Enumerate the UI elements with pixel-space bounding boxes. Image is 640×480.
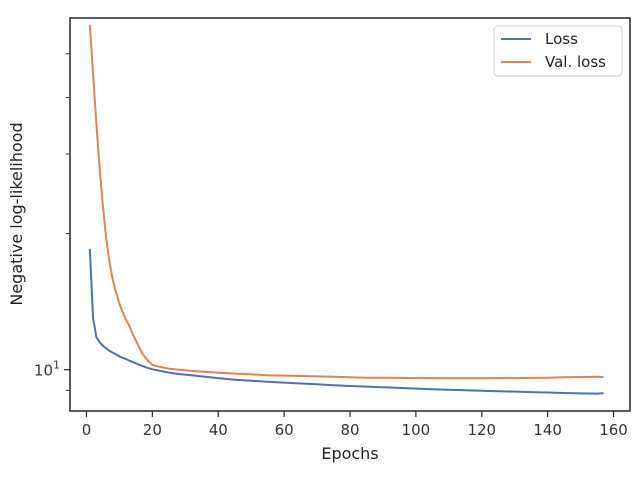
x-tick-label: 160	[599, 421, 628, 439]
x-tick-label: 80	[340, 421, 359, 439]
legend-label-1: Val. loss	[545, 53, 606, 71]
x-tick-label: 40	[209, 421, 228, 439]
series-line-0	[88, 248, 604, 395]
series-line-1	[88, 24, 604, 380]
legend-label-0: Loss	[545, 30, 578, 48]
x-axis-label: Epochs	[321, 444, 378, 463]
x-tick-label: 140	[533, 421, 562, 439]
x-tick-label: 100	[402, 421, 431, 439]
x-tick-label: 60	[275, 421, 294, 439]
legend: Loss Val. loss	[493, 25, 623, 77]
y-axis-label: Negative log-likelihood	[7, 122, 26, 305]
x-axis: 0 20 40 60 80 100 120 140 160	[82, 411, 628, 439]
x-tick-label: 120	[467, 421, 496, 439]
x-tick-label: 20	[143, 421, 162, 439]
series-layer	[88, 24, 604, 395]
x-tick-label: 0	[82, 421, 92, 439]
